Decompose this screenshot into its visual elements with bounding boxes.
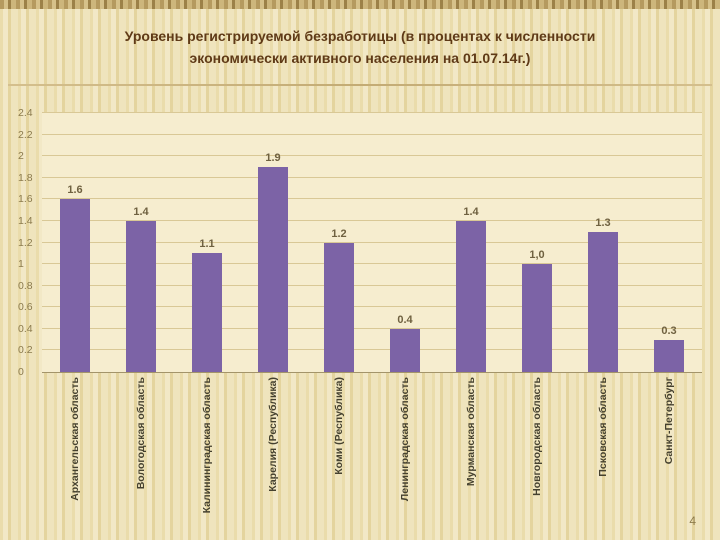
y-tick-label: 0.6 <box>18 301 33 314</box>
bar <box>258 166 288 372</box>
chart-title-line1: Уровень регистрируемой безработицы (в пр… <box>124 28 596 44</box>
bar-column: 0.4 <box>372 113 438 372</box>
category-label-cell: Мурманская область <box>438 377 504 509</box>
chart-title: Уровень регистрируемой безработицы (в пр… <box>0 26 720 69</box>
bars-container: 1.6 1.4 1.1 1.9 1.2 0.4 1.4 1,0 1.3 0.3 <box>42 113 702 372</box>
gridline <box>42 327 702 329</box>
category-label-cell: Калининградская область <box>174 377 240 513</box>
bar-value-label: 1.4 <box>133 205 149 218</box>
gridline <box>42 263 702 265</box>
bar <box>456 220 486 372</box>
category-label-cell: Карелия (Республика) <box>240 377 306 509</box>
page-number: 4 <box>689 514 696 528</box>
plot-area: 1.6 1.4 1.1 1.9 1.2 0.4 1.4 1,0 1.3 0.3 <box>42 112 702 373</box>
gridline <box>42 198 702 200</box>
category-label: Вологодская область <box>135 377 147 490</box>
bar <box>60 199 90 372</box>
gridline <box>42 306 702 308</box>
gridline <box>42 133 702 135</box>
category-label: Псковская область <box>597 377 609 477</box>
category-label-cell: Вологодская область <box>108 377 174 509</box>
chart-title-line2: экономически активного населения на 01.0… <box>189 49 531 66</box>
category-label-cell: Архангельская область <box>42 377 108 509</box>
category-label-cell: Ленинградская область <box>372 377 438 509</box>
y-tick-label: 0 <box>18 366 24 378</box>
category-label: Коми (Республика) <box>333 377 345 475</box>
bar <box>522 264 552 372</box>
category-label-cell: Коми (Республика) <box>306 377 372 509</box>
y-tick-label: 0.4 <box>18 322 33 335</box>
y-tick-label: 1.2 <box>18 236 33 249</box>
bar-column: 1.9 <box>240 113 306 372</box>
category-label: Мурманская область <box>465 377 477 487</box>
bar-column: 1,0 <box>504 113 570 372</box>
gridline <box>42 284 702 286</box>
gridline <box>42 219 702 221</box>
bar-column: 0.3 <box>636 113 702 372</box>
bar <box>654 339 684 372</box>
category-label-cell: Псковская область <box>570 377 636 509</box>
bar-column: 1.2 <box>306 113 372 372</box>
bar-value-label: 1.2 <box>331 227 347 240</box>
y-axis: 0 0.2 0.4 0.6 0.8 1 1.2 1.4 1.6 1.8 2 2.2 2.4 <box>18 107 40 378</box>
bar <box>324 242 354 372</box>
bar-value-label: 1.6 <box>67 184 83 197</box>
gridline <box>42 176 702 178</box>
y-tick-label: 1.6 <box>18 193 33 206</box>
y-tick-label: 1.8 <box>18 171 33 184</box>
bar-column: 1.4 <box>438 113 504 372</box>
bar-value-label: 1.4 <box>463 205 479 218</box>
top-decoration-band <box>0 0 720 9</box>
bar <box>588 231 618 372</box>
bar-column: 1.3 <box>570 113 636 372</box>
gridline <box>42 155 702 157</box>
bar <box>192 253 222 372</box>
x-axis-category-labels: Архангельская область Вологодская область… <box>42 377 702 513</box>
bar-column: 1.1 <box>174 113 240 372</box>
title-divider <box>8 84 712 86</box>
bar-value-label: 0.4 <box>397 313 413 326</box>
y-tick-label: 0.8 <box>18 279 33 292</box>
y-tick-label: 2.2 <box>18 128 33 141</box>
y-tick-label: 1.4 <box>18 214 33 227</box>
bar-value-label: 1.9 <box>265 151 281 164</box>
category-label: Санкт-Петербург <box>663 377 675 465</box>
bar-column: 1.6 <box>42 113 108 372</box>
bar-value-label: 1.1 <box>199 238 215 251</box>
y-tick-label: 1 <box>18 258 24 271</box>
category-label: Новгородская область <box>531 377 543 496</box>
y-tick-label: 2 <box>18 150 24 163</box>
bar-column: 1.4 <box>108 113 174 372</box>
gridline <box>42 349 702 351</box>
category-label-cell: Новгородская область <box>504 377 570 509</box>
category-label: Ленинградская область <box>399 377 411 502</box>
bar-value-label: 0.3 <box>661 324 677 337</box>
bar-value-label: 1.3 <box>595 216 611 229</box>
bar <box>126 220 156 372</box>
bar <box>390 328 420 372</box>
category-label-cell: Санкт-Петербург <box>636 377 702 509</box>
category-label: Калининградская область <box>201 377 213 514</box>
category-label: Карелия (Республика) <box>267 377 279 492</box>
category-label: Архангельская область <box>69 377 81 501</box>
bar-value-label: 1,0 <box>529 249 545 262</box>
gridline <box>42 112 702 113</box>
y-tick-label: 0.2 <box>18 344 33 357</box>
gridline <box>42 241 702 243</box>
y-tick-label: 2.4 <box>18 107 33 119</box>
